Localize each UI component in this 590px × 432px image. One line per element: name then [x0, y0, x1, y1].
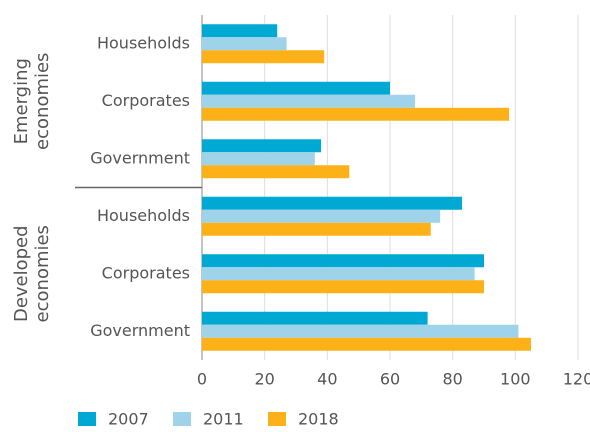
x-tick-label: 80	[442, 370, 462, 389]
bar	[202, 94, 416, 108]
legend-swatch	[78, 412, 96, 426]
legend-label: 2011	[203, 410, 244, 429]
group-label: Developedeconomies	[11, 225, 53, 322]
legend-swatch	[268, 412, 286, 426]
group-label: Emergingeconomies	[11, 53, 53, 150]
bar	[202, 165, 350, 179]
y-tick-label: Households	[97, 206, 190, 225]
bar	[202, 24, 278, 38]
x-tick-label: 20	[254, 370, 274, 389]
bar	[202, 152, 315, 166]
legend-label: 2018	[298, 410, 339, 429]
bar	[202, 254, 484, 268]
bar	[202, 81, 390, 95]
bar	[202, 209, 441, 223]
bar	[202, 311, 428, 325]
y-tick-label: Government	[90, 321, 190, 340]
y-tick-label: Households	[97, 33, 190, 52]
x-tick-label: 0	[197, 370, 207, 389]
bar	[202, 222, 431, 236]
legend-swatch	[173, 412, 191, 426]
bar	[202, 337, 531, 351]
x-tick-label: 40	[317, 370, 337, 389]
bar	[202, 50, 325, 64]
bar	[202, 37, 287, 51]
bar	[202, 267, 475, 281]
bar	[202, 139, 322, 153]
bar	[202, 196, 463, 210]
bar	[202, 107, 510, 121]
x-tick-label: 100	[500, 370, 531, 389]
y-tick-label: Government	[90, 148, 190, 167]
bar	[202, 280, 484, 294]
x-tick-label: 120	[563, 370, 590, 389]
y-tick-label: Corporates	[102, 91, 190, 110]
x-tick-label: 60	[380, 370, 400, 389]
bar	[202, 324, 519, 338]
legend-label: 2007	[108, 410, 149, 429]
y-tick-label: Corporates	[102, 263, 190, 282]
